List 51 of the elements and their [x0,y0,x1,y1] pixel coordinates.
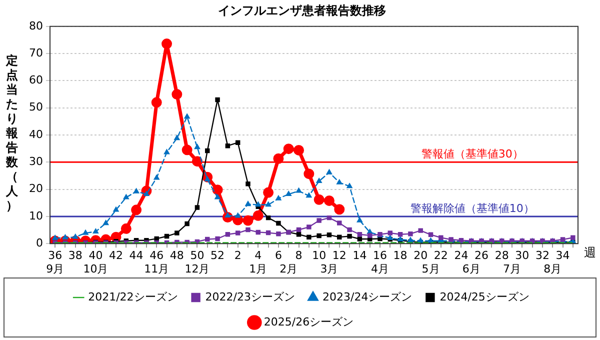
text: 定点当たり報告数（人） [6,53,18,212]
x-tick-label: 20 [414,249,428,262]
y-tick-label: 80 [28,19,43,32]
legend-label: 2023/24シーズン [322,290,412,304]
x-tick-label: 10 [312,249,326,262]
legend-label: 2024/25シーズン [440,290,530,304]
x-axis-title: 週 [584,246,596,260]
x-tick-label: 40 10月 [83,249,108,276]
ref-line-label: 警報値（基準値30） [421,148,524,161]
x-tick-label: 4 1月 [249,249,268,276]
x-tick-label: 16 4月 [371,249,389,276]
y-tick-label: 60 [28,74,43,87]
x-tick-label: 26 [474,249,489,262]
x-tick-label: 5月 [422,262,440,276]
x-tick-label: 42 [108,249,123,262]
x-tick-label: 30 [515,249,530,262]
x-tick-label: 22 [434,249,448,262]
x-tick-label: 2 [234,249,242,262]
x-tick-label: 8 [295,249,302,262]
y-tick-label: 20 [28,182,43,196]
x-tick-label: 32 [535,249,550,262]
x-tick-label: 6月 [462,262,480,276]
y-tick-label: 40 [28,128,43,141]
x-tick-label: 12 [332,249,346,262]
y-tick-label: 50 [28,100,43,114]
legend-label: 2021/22シーズン [88,290,178,304]
x-tick-label: 24 [454,249,468,262]
x-tick-label: 3月 [320,262,338,276]
x-tick-label: 14 [352,249,367,262]
x-tick-label: 38 [68,249,82,262]
x-tick-label: 44 [129,249,144,262]
ref-line-label: 警報解除値（基準値10） [410,202,534,215]
y-tick-label: 30 [28,155,43,168]
legend-label: 2025/26シーズン [264,315,354,328]
x-tick-label: 52 [210,249,225,262]
x-tick-label: 34 [556,249,570,262]
x-tick-label: 50 12月 [184,249,210,276]
x-tick-label: 2月 [280,262,298,276]
x-tick-label: 48 [170,249,184,262]
x-tick-label: 36 9月 [46,249,64,276]
legend-label: 2022/23シーズン [205,290,296,304]
x-tick-label: 28 [494,249,509,262]
chart-title: インフルエンザ患者報告数推移 [218,3,386,18]
x-tick-label: 6 [274,249,282,262]
y-tick-label: 0 [36,236,43,250]
x-tick-label: 46 11月 [144,249,170,276]
x-tick-label: 18 [393,249,408,262]
y-tick-label: 70 [28,46,43,60]
x-tick-label: 8月 [544,262,562,276]
x-tick-label: 7月 [503,262,521,276]
y-tick-label: 10 [28,209,43,222]
